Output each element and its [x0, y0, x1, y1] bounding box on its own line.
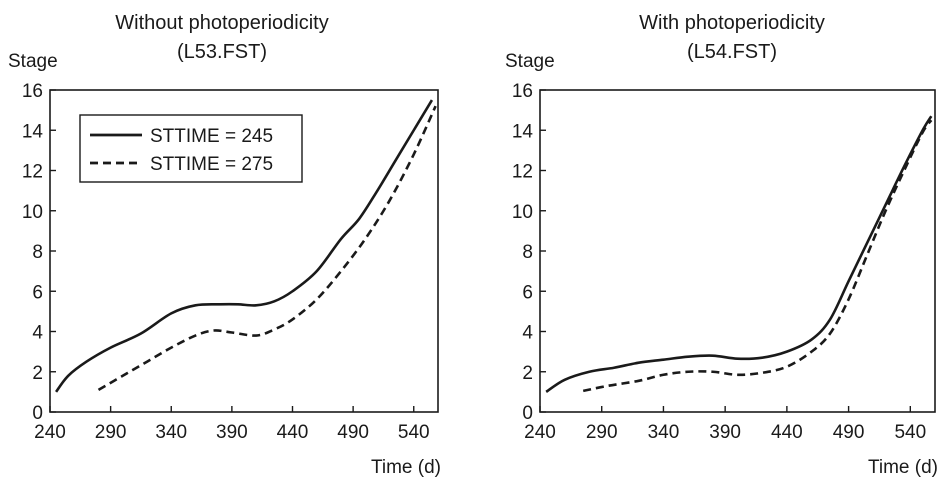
x-axis-label: Time (d) [868, 457, 938, 478]
y-tick-label: 2 [522, 363, 533, 384]
x-tick-label: 240 [34, 422, 66, 443]
x-tick-label: 340 [155, 422, 187, 443]
legend-label: STTIME = 275 [150, 154, 273, 175]
y-tick-label: 2 [32, 363, 43, 384]
x-tick-label: 290 [586, 422, 618, 443]
series-line-sttime-275 [97, 105, 437, 391]
x-tick-label: 390 [216, 422, 248, 443]
chart-title: With photoperiodicity [639, 12, 825, 34]
legend-box [79, 114, 303, 183]
x-tick-label: 240 [524, 422, 556, 443]
series-line-sttime-275 [582, 119, 933, 393]
y-tick-label: 8 [32, 242, 43, 263]
y-axis-label: Stage [8, 51, 58, 72]
chart-panel-1: Without photoperiodicity (L53.FST) Stage Ti… [8, 12, 441, 478]
y-axis-label: Stage [505, 51, 555, 72]
y-tick-label: 0 [522, 403, 533, 424]
legend-label: STTIME = 245 [150, 126, 273, 147]
y-tick-label: 16 [22, 81, 43, 102]
legend: STTIME = 245 STTIME = 275 [79, 114, 303, 183]
x-tick-label: 540 [398, 422, 430, 443]
plot-frame [539, 89, 936, 413]
x-tick-label: 490 [337, 422, 369, 443]
x-tick-label: 440 [277, 422, 309, 443]
chart-subtitle: (L54.FST) [687, 41, 777, 63]
y-tick-label: 4 [32, 323, 43, 344]
y-tick-label: 6 [522, 282, 533, 303]
x-tick-label: 490 [833, 422, 865, 443]
y-tick-label: 0 [32, 403, 43, 424]
x-tick-label: 290 [95, 422, 127, 443]
y-tick-label: 12 [22, 162, 43, 183]
chart-panel-2: With photoperiodicity (L54.FST) Stage Time … [505, 12, 938, 478]
y-tick-label: 12 [512, 162, 533, 183]
x-axis-label: Time (d) [371, 457, 441, 478]
chart-subtitle: (L53.FST) [177, 41, 267, 63]
y-tick-label: 4 [522, 323, 533, 344]
y-tick-label: 14 [512, 121, 534, 142]
y-tick-label: 10 [512, 202, 533, 223]
y-tick-label: 10 [22, 202, 43, 223]
y-tick-label: 14 [22, 121, 44, 142]
series-line-sttime-245 [55, 99, 434, 393]
x-tick-label: 540 [894, 422, 926, 443]
series-line-sttime-245 [545, 115, 933, 393]
x-tick-label: 440 [771, 422, 803, 443]
x-tick-label: 390 [709, 422, 741, 443]
chart-title: Without photoperiodicity [115, 12, 328, 34]
y-tick-label: 16 [512, 81, 533, 102]
x-tick-label: 340 [648, 422, 680, 443]
y-tick-label: 6 [32, 282, 43, 303]
y-tick-label: 8 [522, 242, 533, 263]
